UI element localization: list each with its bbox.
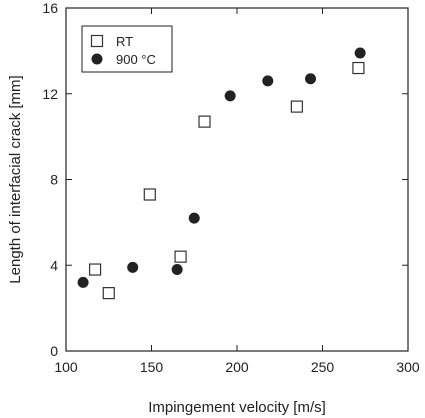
data-marks bbox=[77, 47, 366, 300]
data-point-series-0 bbox=[143, 188, 156, 201]
x-tick-label: 150 bbox=[140, 359, 164, 375]
x-tick-label: 200 bbox=[225, 359, 249, 375]
legend-marker-0 bbox=[90, 34, 104, 48]
data-point-series-1 bbox=[77, 276, 89, 288]
legend: RT 900 °C bbox=[81, 25, 173, 73]
data-point-series-0 bbox=[88, 263, 102, 276]
y-tick-label: 4 bbox=[50, 257, 58, 273]
x-axis-label: Impingement velocity [m/s] bbox=[148, 399, 326, 416]
data-point-series-1 bbox=[224, 90, 236, 102]
data-point-series-1 bbox=[262, 75, 274, 87]
x-tick-label: 300 bbox=[396, 359, 420, 375]
data-point-series-0 bbox=[352, 61, 365, 75]
data-point-series-1 bbox=[188, 212, 200, 224]
legend-entry: 900 °C bbox=[116, 52, 156, 67]
x-tick-label: 250 bbox=[311, 359, 335, 375]
legend-entry: RT bbox=[116, 34, 133, 49]
data-point-series-1 bbox=[354, 47, 366, 59]
y-tick-label: 12 bbox=[42, 86, 58, 102]
data-point-series-0 bbox=[290, 100, 303, 113]
data-point-series-0 bbox=[174, 250, 187, 263]
data-point-series-0 bbox=[198, 115, 211, 128]
x-tick-label: 100 bbox=[54, 359, 78, 375]
axis-ticks: 100 150 200 250 300 0 4 8 12 16 bbox=[42, 0, 419, 375]
data-point-series-0 bbox=[102, 287, 115, 300]
y-tick-label: 0 bbox=[50, 343, 58, 359]
data-point-series-1 bbox=[305, 73, 317, 85]
y-tick-label: 8 bbox=[50, 172, 58, 188]
data-point-series-1 bbox=[171, 264, 183, 276]
legend-marker-1 bbox=[91, 53, 103, 65]
y-tick-label: 16 bbox=[42, 0, 58, 16]
data-point-series-1 bbox=[127, 261, 139, 273]
y-axis-label: Length of interfacial crack [mm] bbox=[7, 75, 24, 283]
